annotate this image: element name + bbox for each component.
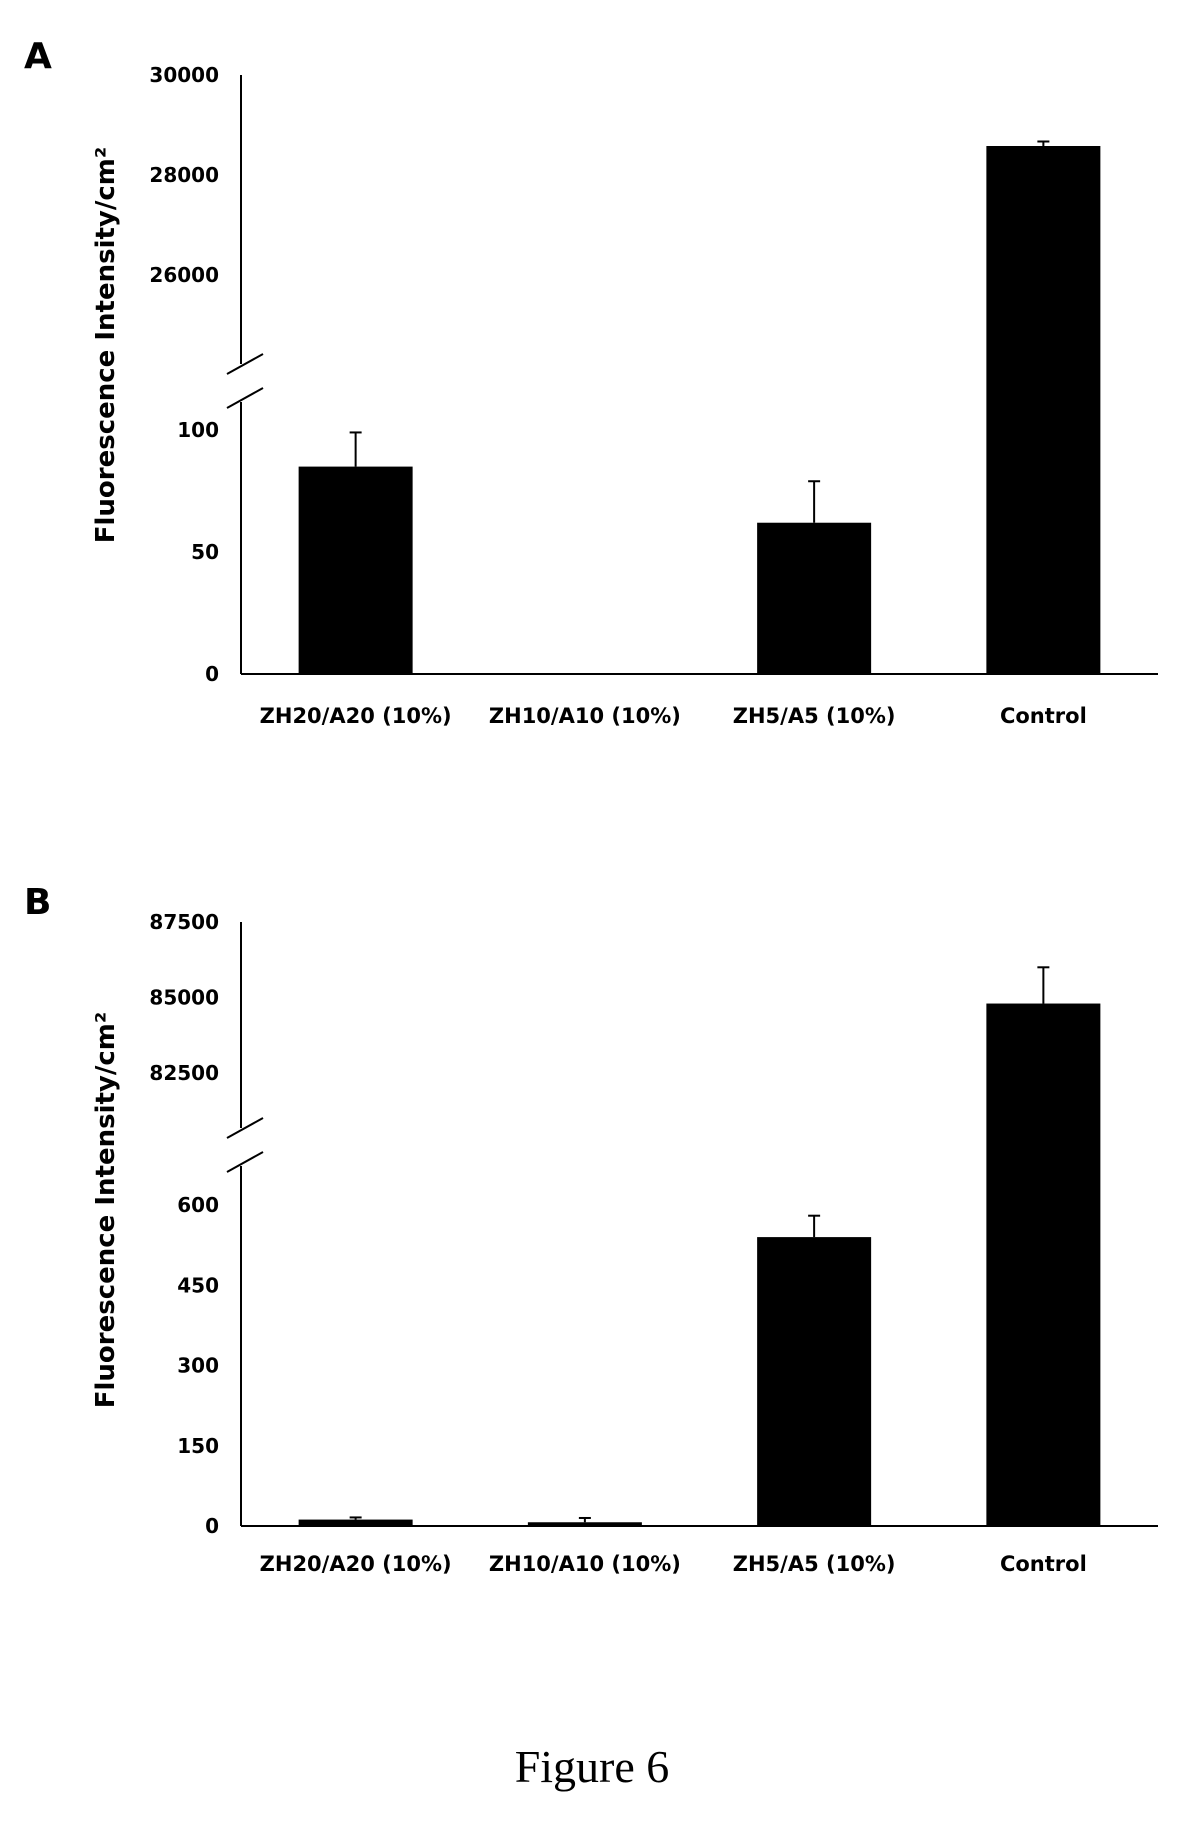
category-label: ZH20/A20 (10%) — [260, 1552, 452, 1576]
bar-3 — [757, 522, 872, 674]
y-axis-label: Fluorescence Intensity/cm² — [91, 1012, 121, 1409]
category-label: ZH10/A10 (10%) — [489, 1552, 681, 1576]
y-tick-label: 450 — [177, 1273, 219, 1297]
y-tick-label: 600 — [177, 1193, 219, 1217]
category-label: ZH5/A5 (10%) — [733, 704, 896, 728]
axis-break-mark — [226, 353, 264, 375]
category-label: ZH10/A10 (10%) — [489, 704, 681, 728]
axis-break-mark — [226, 387, 264, 409]
y-tick-label: 30000 — [149, 63, 219, 87]
y-tick-label: 50 — [191, 540, 219, 564]
figure-caption: Figure 6 — [514, 1741, 670, 1792]
y-tick-label: 82500 — [149, 1061, 219, 1085]
y-tick-label: 85000 — [149, 986, 219, 1010]
y-tick-label: 100 — [177, 418, 219, 442]
panel-label-A: A — [24, 36, 52, 77]
bar-1 — [298, 1519, 413, 1526]
y-axis-label: Fluorescence Intensity/cm² — [91, 147, 121, 544]
bar-2 — [527, 1522, 642, 1526]
y-tick-label: 150 — [177, 1434, 219, 1458]
bar-4 — [986, 1003, 1101, 1526]
category-label: Control — [1000, 704, 1087, 728]
bar-1 — [298, 466, 413, 674]
axis-break-mark — [226, 1117, 264, 1139]
panel-label-B: B — [24, 882, 51, 923]
category-label: Control — [1000, 1552, 1087, 1576]
y-tick-label: 300 — [177, 1354, 219, 1378]
axis-break-mark — [226, 1151, 264, 1173]
category-label: ZH5/A5 (10%) — [733, 1552, 896, 1576]
category-label: ZH20/A20 (10%) — [260, 704, 452, 728]
y-tick-label: 28000 — [149, 163, 219, 187]
bar-4 — [986, 146, 1101, 674]
bar-3 — [757, 1237, 872, 1526]
y-tick-label: 0 — [205, 662, 219, 686]
y-tick-label: 26000 — [149, 263, 219, 287]
y-tick-label: 87500 — [149, 910, 219, 934]
y-tick-label: 0 — [205, 1514, 219, 1538]
